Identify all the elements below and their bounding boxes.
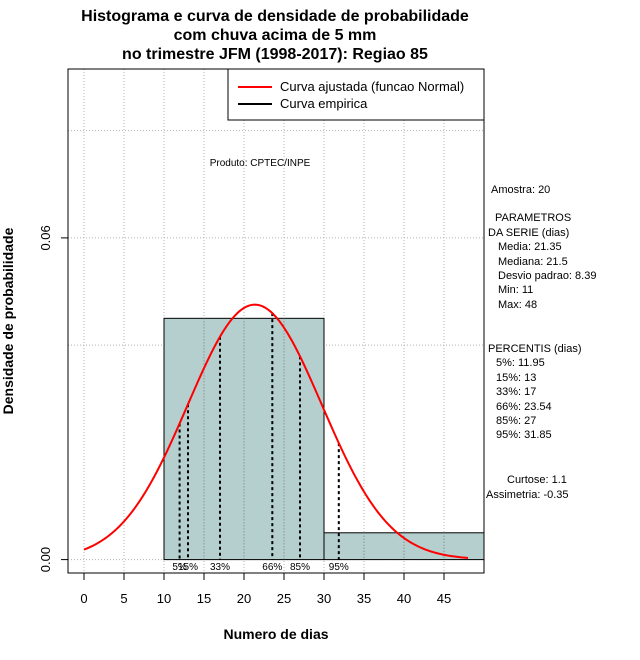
x-tick-label-0: 0 [80, 591, 87, 606]
percentil-15: 15%: 13 [496, 372, 536, 384]
percentile-label-15: 15% [178, 562, 198, 573]
percentil-66: 66%: 23.54 [496, 401, 552, 413]
x-tick-label-35: 35 [357, 591, 371, 606]
product-note: Produto: CPTEC/INPE [210, 158, 311, 169]
param-min: Min: 11 [498, 284, 533, 296]
param-max: Max: 48 [498, 299, 537, 311]
chart-title-line-2: com chuva acima de 5 mm [174, 27, 377, 44]
params-title-1: PARAMETROS [495, 212, 571, 224]
percentil-5: 5%: 11.95 [496, 357, 545, 369]
x-axis: 0 5 10 15 20 25 30 35 40 45 [80, 572, 451, 606]
legend-label-fitted: Curva ajustada (funcao Normal) [280, 79, 464, 94]
y-axis: 0.00 0.06 [38, 225, 69, 572]
legend: Curva ajustada (funcao Normal) Curva emp… [227, 68, 485, 121]
chart-title-line-1: Histograma e curva de densidade de proba… [81, 8, 469, 25]
legend-box [227, 68, 485, 121]
percentile-label-5: 5% [172, 562, 187, 573]
y-tick-label-0: 0.00 [38, 547, 53, 572]
x-tick-label-40: 40 [397, 591, 411, 606]
percentis-title: PERCENTIS (dias) [488, 343, 582, 355]
percentil-33: 33%: 17 [496, 386, 536, 398]
x-tick-label-45: 45 [437, 591, 451, 606]
percentil-95: 95%: 31.85 [496, 429, 552, 441]
x-axis-label: Numero de dias [223, 626, 328, 642]
chart-title-line-3: no trimestre JFM (1998-2017): Regiao 85 [122, 46, 428, 63]
stats-panel: Amostra: 20 PARAMETROS DA SERIE (dias) M… [486, 184, 596, 501]
param-median: Mediana: 21.5 [498, 256, 568, 268]
percentile-label-85: 85% [290, 562, 310, 573]
x-tick-label-20: 20 [237, 591, 251, 606]
histogram-bars [163, 317, 485, 561]
param-mean: Media: 21.35 [498, 241, 562, 253]
percentile-label-95: 95% [329, 562, 349, 573]
percentile-label-66: 66% [262, 562, 282, 573]
percentil-85: 85%: 27 [496, 415, 536, 427]
stat-skewness: Assimetria: -0.35 [486, 489, 569, 501]
x-tick-label-10: 10 [157, 591, 171, 606]
normal-curve-layer [83, 303, 469, 559]
x-tick-label-15: 15 [197, 591, 211, 606]
x-tick-label-5: 5 [120, 591, 127, 606]
y-axis-label: Densidade de probabilidade [0, 227, 16, 414]
y-tick-label-1: 0.06 [38, 225, 53, 250]
x-tick-label-30: 30 [317, 591, 331, 606]
x-tick-label-25: 25 [277, 591, 291, 606]
stat-kurtosis: Curtose: 1.1 [507, 474, 567, 486]
percentile-lines: 5%15% 33% 66% 85% 95% [172, 313, 349, 573]
params-title-2: DA SERIE (dias) [488, 227, 569, 239]
legend-label-empirical: Curva empirica [280, 96, 368, 111]
percentile-label-33: 33% [210, 562, 230, 573]
stat-sample: Amostra: 20 [491, 184, 550, 196]
normal-curve [83, 303, 469, 559]
param-sd: Desvio padrao: 8.39 [498, 270, 596, 282]
